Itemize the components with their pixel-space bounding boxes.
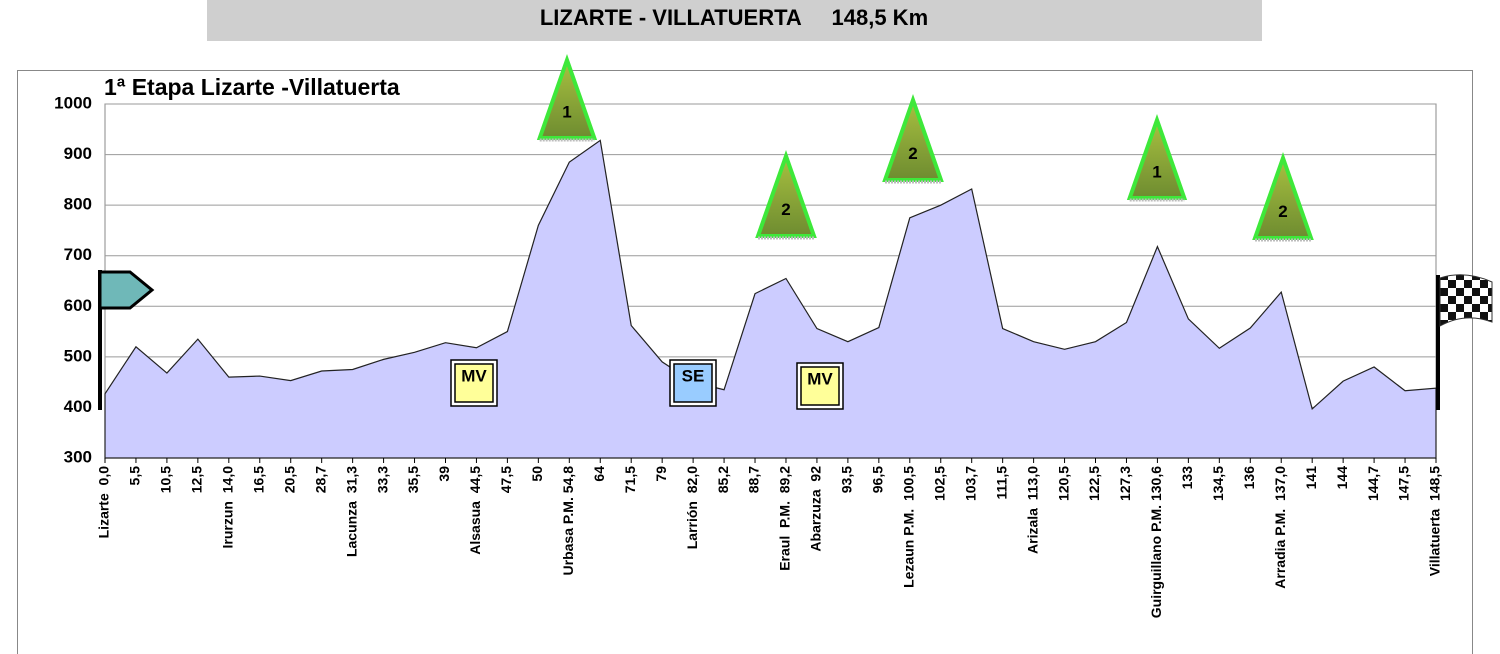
- x-tick-label: 12,5: [189, 466, 205, 493]
- y-tick-label: 500: [64, 346, 92, 365]
- x-tick-label: Irurzun 14,0: [220, 466, 236, 549]
- x-tick-label: Arradia P.M. 137,0: [1272, 466, 1288, 589]
- x-tick-label: 103,7: [962, 466, 978, 501]
- y-tick-label: 900: [64, 144, 92, 163]
- y-tick-label: 1000: [54, 93, 92, 112]
- x-tick-label: Lizarte 0,0: [96, 466, 112, 539]
- y-tick-label: 300: [64, 447, 92, 466]
- x-tick-label: 122,5: [1086, 466, 1102, 501]
- badge-label: MV: [807, 369, 833, 388]
- x-tick-label: Eraul P.M. 89,2: [777, 466, 793, 571]
- x-tick-label: 79: [653, 466, 669, 482]
- x-tick-label: Abarzuza 92: [808, 466, 824, 552]
- x-tick-label: 141: [1303, 466, 1319, 490]
- x-tick-label: 147,5: [1396, 466, 1412, 501]
- x-tick-label: 85,2: [715, 466, 731, 493]
- x-tick-label: 64: [591, 466, 607, 482]
- climb-marker: [755, 149, 817, 238]
- x-tick-label: 93,5: [839, 466, 855, 493]
- climb-label: 2: [1278, 202, 1287, 221]
- x-tick-label: 39: [436, 466, 452, 482]
- climb-label: 1: [562, 103, 571, 122]
- x-tick-label: 5,5: [127, 466, 143, 486]
- x-tick-label: 120,5: [1055, 466, 1071, 501]
- title-bar: [207, 0, 1262, 41]
- badge-label: MV: [461, 366, 487, 385]
- elevation-area: [104, 139, 1437, 459]
- x-tick-label: 127,3: [1117, 466, 1133, 501]
- climb-label: 2: [908, 144, 917, 163]
- x-tick-label: 50: [529, 466, 545, 482]
- x-tick-label: 144: [1334, 466, 1350, 490]
- y-tick-label: 400: [64, 397, 92, 416]
- chart-title: 1ª Etapa Lizarte -Villatuerta: [104, 74, 400, 100]
- climb-label: 2: [781, 200, 790, 219]
- x-tick-label: Alsasua 44,5: [467, 466, 483, 555]
- x-tick-label: Villatuerta 148,5: [1427, 466, 1443, 576]
- x-tick-label: Lezaun P.M. 100,5: [900, 466, 916, 588]
- x-tick-label: 102,5: [931, 466, 947, 501]
- x-tick-label: 20,5: [281, 466, 297, 493]
- x-tick-label: 28,7: [312, 466, 328, 493]
- badge: [800, 366, 840, 406]
- finish-flag: [1436, 274, 1493, 410]
- badge-label: SE: [682, 366, 705, 385]
- x-tick-label: 111,5: [993, 466, 1009, 500]
- y-tick-label: 600: [64, 296, 92, 315]
- x-tick-label: Lacunza 31,3: [343, 466, 359, 557]
- x-tick-label: 88,7: [746, 466, 762, 493]
- x-tick-label: Urbasa P.M. 54,8: [560, 466, 576, 576]
- x-tick-label: 136: [1241, 466, 1257, 490]
- x-tick-label: 47,5: [498, 466, 514, 493]
- climb-marker: [1252, 151, 1314, 240]
- climb-marker: [1126, 113, 1188, 200]
- climb-label: 1: [1152, 163, 1161, 182]
- x-tick-label: 71,5: [622, 466, 638, 493]
- page-title: LIZARTE - VILLATUERTA 148,5 Km: [540, 5, 928, 30]
- x-tick-label: 133: [1179, 466, 1195, 490]
- x-tick-label: 33,3: [374, 466, 390, 493]
- badge: [454, 363, 494, 403]
- x-tick-label: 16,5: [250, 466, 266, 493]
- x-tick-label: Larrión 82,0: [684, 466, 700, 549]
- x-tick-label: Guirguillano P.M. 130,6: [1148, 466, 1164, 618]
- x-tick-label: 134,5: [1210, 466, 1226, 501]
- start-flag: [98, 270, 155, 410]
- x-tick-label: 96,5: [870, 466, 886, 493]
- x-tick-label: 35,5: [405, 466, 421, 493]
- y-tick-label: 800: [64, 195, 92, 214]
- climb-marker: [536, 53, 598, 140]
- x-tick-label: Arizala 113,0: [1024, 466, 1040, 554]
- climb-marker: [882, 93, 944, 182]
- x-tick-label: 10,5: [158, 466, 174, 493]
- badge: [673, 363, 713, 403]
- chart-frame: [17, 70, 1473, 654]
- y-tick-label: 700: [64, 245, 92, 264]
- x-tick-label: 144,7: [1365, 466, 1381, 501]
